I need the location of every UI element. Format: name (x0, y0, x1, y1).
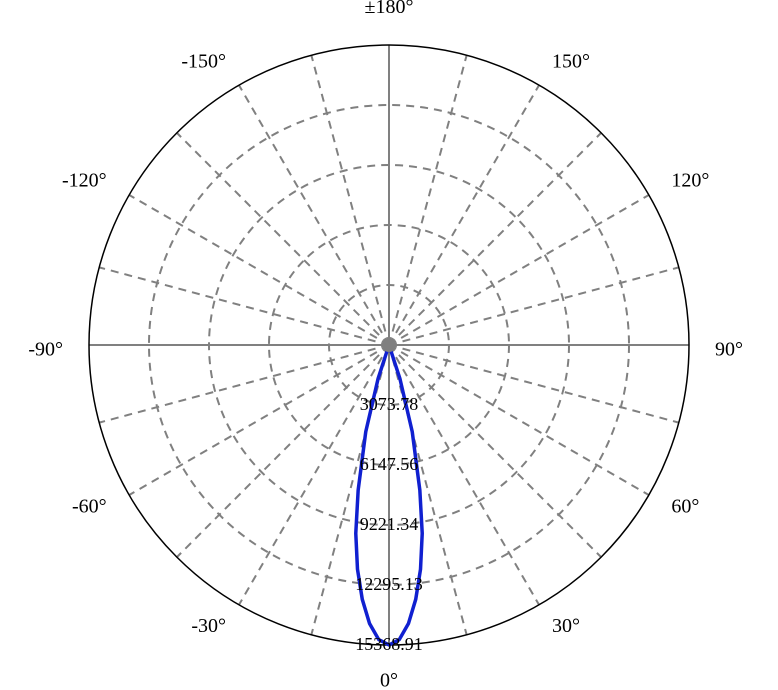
angle-label: -150° (181, 50, 226, 72)
angle-label: 60° (671, 496, 699, 518)
polar-chart: 3073.78 6147.56 9221.34 12295.13 15368.91 ±18… (0, 0, 778, 690)
radial-label: 12295.13 (355, 574, 423, 594)
radial-label: 6147.56 (360, 454, 419, 474)
polar-chart-svg: 3073.78 6147.56 9221.34 12295.13 15368.91 ±18… (0, 0, 778, 690)
angle-label: 30° (552, 615, 580, 637)
angle-label: ±180° (365, 0, 414, 18)
angle-label: -30° (191, 615, 226, 637)
angle-label: 150° (552, 50, 590, 72)
radial-label: 15368.91 (355, 634, 423, 654)
angle-label: -60° (72, 496, 107, 518)
radial-label: 9221.34 (360, 514, 419, 534)
angle-label: 0° (380, 670, 398, 690)
angle-label: -120° (62, 170, 107, 192)
angle-label: 120° (671, 170, 709, 192)
angle-label: -90° (28, 339, 63, 361)
radial-label: 3073.78 (360, 394, 419, 414)
angle-label: 90° (715, 339, 743, 361)
center-dot (382, 338, 396, 352)
